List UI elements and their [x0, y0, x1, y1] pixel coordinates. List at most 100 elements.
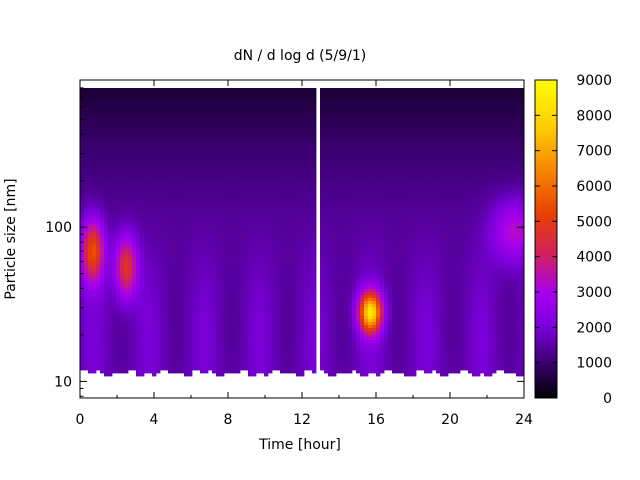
heatmap-cell	[148, 97, 153, 101]
heatmap-cell	[244, 247, 249, 251]
heatmap-cell	[200, 316, 205, 320]
heatmap-cell	[208, 184, 213, 188]
heatmap-cell	[128, 226, 133, 230]
heatmap-cell	[108, 283, 113, 287]
heatmap-cell	[172, 154, 177, 158]
heatmap-cell	[232, 220, 237, 224]
heatmap-cell	[208, 127, 213, 131]
heatmap-cell	[112, 130, 117, 134]
heatmap-cell	[272, 334, 277, 338]
heatmap-cell	[268, 337, 273, 341]
heatmap-cell	[212, 169, 217, 173]
heatmap-cell	[260, 199, 265, 203]
heatmap-cell	[288, 181, 293, 185]
heatmap-cell	[112, 340, 117, 344]
heatmap-cell	[216, 121, 221, 125]
heatmap-cell	[160, 175, 165, 179]
heatmap-cell	[92, 334, 97, 338]
heatmap-cell	[88, 163, 93, 167]
heatmap-cell	[256, 91, 261, 95]
heatmap-cell	[248, 157, 253, 161]
heatmap-cell	[164, 313, 169, 317]
heatmap-cell	[172, 223, 177, 227]
heatmap-cell	[176, 160, 181, 164]
heatmap-cell	[184, 331, 189, 335]
heatmap-cell	[140, 319, 145, 323]
heatmap-cell	[124, 361, 129, 365]
heatmap-cell	[212, 247, 217, 251]
heatmap-cell	[224, 241, 229, 245]
heatmap-cell	[260, 364, 265, 368]
heatmap-cell	[108, 169, 113, 173]
heatmap-cell	[196, 334, 201, 338]
heatmap-cell	[220, 334, 225, 338]
heatmap-cell	[248, 88, 253, 92]
heatmap-cell	[244, 298, 249, 302]
heatmap-cell	[216, 352, 221, 356]
heatmap-cell	[272, 286, 277, 290]
heatmap-cell	[260, 349, 265, 353]
heatmap-cell	[152, 265, 157, 269]
heatmap-cell	[120, 325, 125, 329]
heatmap-cell	[116, 208, 121, 212]
heatmap-cell	[240, 148, 245, 152]
heatmap-cell	[240, 157, 245, 161]
heatmap-cell	[232, 370, 237, 374]
heatmap-cell	[84, 286, 89, 290]
heatmap-cell	[120, 208, 125, 212]
heatmap-cell	[164, 244, 169, 248]
heatmap-cell	[236, 277, 241, 281]
heatmap-cell	[252, 166, 257, 170]
heatmap-cell	[144, 316, 149, 320]
heatmap-cell	[180, 358, 185, 362]
heatmap-cell	[272, 145, 277, 149]
heatmap-cell	[80, 346, 85, 350]
heatmap-cell	[192, 343, 197, 347]
heatmap-cell	[80, 295, 85, 299]
heatmap-cell	[144, 283, 149, 287]
heatmap-cell	[120, 316, 125, 320]
heatmap-cell	[256, 109, 261, 113]
heatmap-cell	[80, 208, 85, 212]
heatmap-cell	[272, 124, 277, 128]
heatmap-cell	[244, 127, 249, 131]
heatmap-cell	[284, 208, 289, 212]
heatmap-cell	[140, 238, 145, 242]
heatmap-cell	[192, 361, 197, 365]
heatmap-cell	[244, 187, 249, 191]
heatmap-cell	[276, 175, 281, 179]
heatmap-cell	[252, 343, 257, 347]
heatmap-cell	[248, 331, 253, 335]
heatmap-cell	[268, 112, 273, 116]
heatmap-cell	[100, 229, 105, 233]
heatmap-cell	[100, 331, 105, 335]
heatmap-cell	[168, 124, 173, 128]
heatmap-cell	[268, 133, 273, 137]
heatmap-cell	[220, 88, 225, 92]
heatmap-cell	[276, 133, 281, 137]
heatmap-cell	[156, 271, 161, 275]
heatmap-cell	[92, 154, 97, 158]
heatmap-cell	[152, 304, 157, 308]
heatmap-cell	[272, 349, 277, 353]
heatmap-cell	[152, 202, 157, 206]
heatmap-cell	[160, 163, 165, 167]
heatmap-cell	[120, 274, 125, 278]
heatmap-cell	[280, 193, 285, 197]
heatmap-cell	[84, 274, 89, 278]
heatmap-cell	[228, 211, 233, 215]
heatmap-cell	[144, 370, 149, 374]
heatmap-cell	[244, 289, 249, 293]
heatmap-cell	[252, 232, 257, 236]
heatmap-cell	[232, 193, 237, 197]
heatmap-cell	[100, 148, 105, 152]
heatmap-cell	[148, 139, 153, 143]
heatmap-cell	[132, 226, 137, 230]
heatmap-cell	[152, 127, 157, 131]
heatmap-cell	[172, 181, 177, 185]
heatmap-cell	[152, 193, 157, 197]
heatmap-cell	[280, 256, 285, 260]
heatmap-cell	[104, 130, 109, 134]
heatmap-cell	[132, 322, 137, 326]
heatmap-cell	[88, 325, 93, 329]
